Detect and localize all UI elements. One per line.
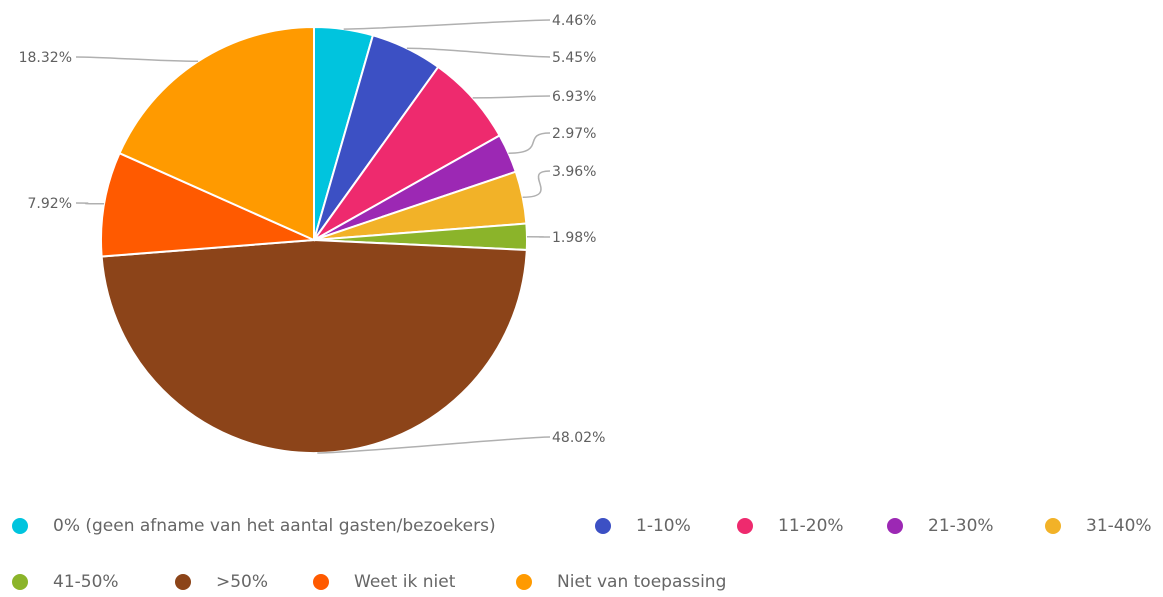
pie-chart: 4.46% 5.45% 6.93% 2.97% 3.96% 1.98% 48.02% 7.92… bbox=[0, 0, 1163, 500]
leader-line bbox=[76, 57, 198, 61]
legend-label: 0% (geen afname van het aantal gasten/be… bbox=[53, 516, 496, 536]
legend-marker bbox=[175, 574, 191, 590]
legend-item[interactable]: >50% bbox=[175, 567, 268, 597]
legend-item[interactable]: 41-50% bbox=[12, 567, 119, 597]
slice-label: 4.46% bbox=[552, 13, 596, 29]
legend-label: 1-10% bbox=[636, 516, 691, 536]
legend-item[interactable]: 0% (geen afname van het aantal gasten/be… bbox=[12, 511, 496, 541]
slice-label: 1.98% bbox=[552, 230, 596, 246]
legend-item[interactable]: Weet ik niet bbox=[313, 567, 455, 597]
slice-label: 6.93% bbox=[552, 89, 596, 105]
legend-marker bbox=[1045, 518, 1061, 534]
legend-marker bbox=[516, 574, 532, 590]
pie-slice[interactable] bbox=[102, 240, 527, 453]
slice-label: 2.97% bbox=[552, 126, 596, 142]
pie-slices bbox=[101, 27, 527, 453]
legend-item[interactable]: 21-30% bbox=[887, 511, 994, 541]
slice-label: 48.02% bbox=[552, 430, 605, 446]
leader-line bbox=[344, 20, 550, 29]
legend-label: Niet van toepassing bbox=[557, 572, 726, 592]
legend-marker bbox=[595, 518, 611, 534]
legend-marker bbox=[737, 518, 753, 534]
legend-item[interactable]: Niet van toepassing bbox=[516, 567, 726, 597]
legend-label: 11-20% bbox=[778, 516, 844, 536]
legend-label: 41-50% bbox=[53, 572, 119, 592]
slice-label: 7.92% bbox=[28, 196, 72, 212]
legend-item[interactable]: 11-20% bbox=[737, 511, 844, 541]
slice-label: 3.96% bbox=[552, 164, 596, 180]
legend-label: >50% bbox=[216, 572, 268, 592]
leader-line bbox=[509, 133, 551, 153]
legend-item[interactable]: 31-40% bbox=[1045, 511, 1152, 541]
leader-line bbox=[76, 203, 104, 204]
legend-marker bbox=[12, 518, 28, 534]
legend-item[interactable]: 1-10% bbox=[595, 511, 691, 541]
legend-label: 21-30% bbox=[928, 516, 994, 536]
legend-label: 31-40% bbox=[1086, 516, 1152, 536]
leader-line bbox=[473, 96, 550, 98]
leader-line bbox=[523, 171, 550, 197]
legend-marker bbox=[313, 574, 329, 590]
legend-marker bbox=[887, 518, 903, 534]
slice-label: 5.45% bbox=[552, 50, 596, 66]
slice-label: 18.32% bbox=[19, 50, 72, 66]
leader-line bbox=[407, 48, 550, 57]
legend-label: Weet ik niet bbox=[354, 572, 455, 592]
legend-marker bbox=[12, 574, 28, 590]
